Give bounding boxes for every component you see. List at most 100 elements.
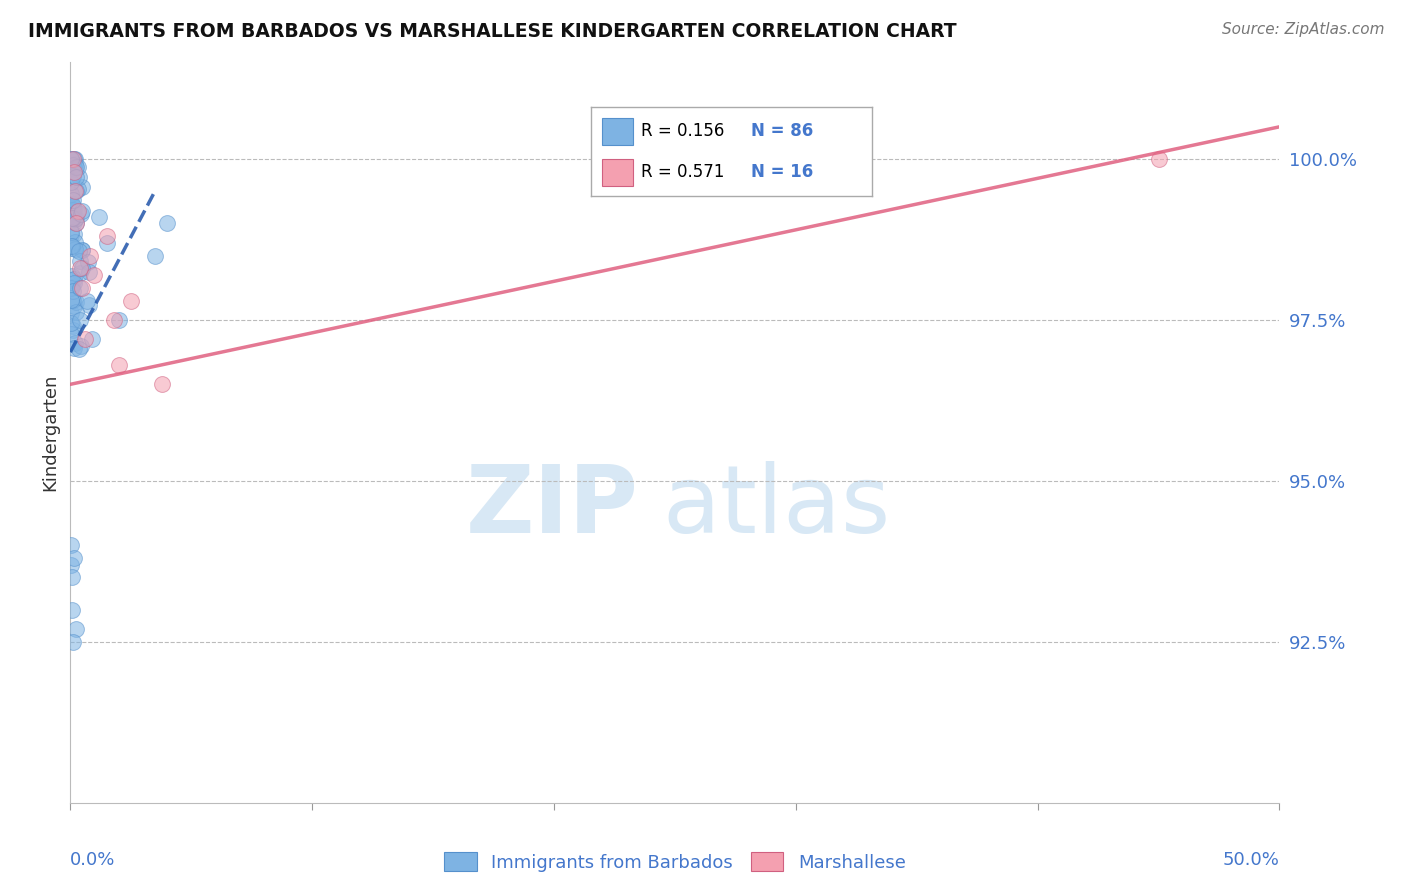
- Point: [63, 336, 86, 351]
- Point: [59, 198, 82, 212]
- Point: [59, 293, 82, 307]
- Point: [96, 229, 118, 244]
- Point: [63, 165, 86, 179]
- Point: [60, 239, 83, 253]
- Point: [65, 294, 87, 309]
- Point: [60, 196, 83, 211]
- Point: [150, 377, 173, 392]
- Point: [65, 622, 87, 636]
- Point: [63, 272, 86, 286]
- Point: [143, 249, 166, 263]
- Point: [62, 341, 84, 355]
- Point: [67, 244, 90, 259]
- Point: [63, 299, 86, 313]
- Point: [60, 269, 83, 284]
- Point: [60, 558, 83, 572]
- Point: [62, 157, 84, 171]
- Point: [62, 323, 84, 337]
- Point: [60, 228, 83, 243]
- Point: [60, 316, 83, 330]
- Text: atlas: atlas: [662, 460, 891, 553]
- Text: Source: ZipAtlas.com: Source: ZipAtlas.com: [1222, 22, 1385, 37]
- Point: [63, 227, 86, 241]
- Point: [62, 293, 84, 307]
- Point: [66, 204, 89, 219]
- Point: [59, 175, 82, 189]
- Point: [63, 152, 86, 166]
- Point: [72, 281, 94, 295]
- Point: [59, 281, 82, 295]
- Point: [89, 210, 111, 224]
- Point: [62, 169, 84, 183]
- Point: [62, 193, 84, 207]
- Point: [67, 160, 90, 174]
- Text: ZIP: ZIP: [465, 460, 638, 553]
- Point: [62, 211, 84, 225]
- Point: [65, 152, 87, 166]
- Point: [72, 243, 94, 257]
- Point: [79, 249, 101, 263]
- Point: [70, 243, 93, 257]
- Point: [59, 538, 82, 552]
- Point: [63, 184, 86, 198]
- Point: [69, 266, 91, 280]
- Point: [156, 216, 179, 230]
- Point: [60, 602, 83, 616]
- Point: [72, 180, 94, 194]
- Bar: [602, 118, 633, 145]
- Point: [63, 551, 86, 566]
- Point: [80, 332, 103, 346]
- Point: [63, 214, 86, 228]
- Point: [65, 216, 87, 230]
- Text: IMMIGRANTS FROM BARBADOS VS MARSHALLESE KINDERGARTEN CORRELATION CHART: IMMIGRANTS FROM BARBADOS VS MARSHALLESE …: [28, 22, 956, 41]
- Point: [62, 152, 84, 166]
- Point: [60, 225, 83, 239]
- Point: [73, 332, 96, 346]
- Point: [62, 199, 84, 213]
- Point: [72, 261, 94, 276]
- Point: [59, 152, 82, 166]
- Point: [60, 570, 83, 584]
- Point: [60, 239, 83, 253]
- Point: [72, 204, 94, 219]
- Point: [65, 305, 87, 319]
- Point: [65, 211, 87, 225]
- Point: [63, 243, 86, 257]
- Point: [107, 313, 129, 327]
- Text: 0.0%: 0.0%: [70, 851, 115, 869]
- Point: [83, 268, 105, 282]
- Point: [62, 635, 84, 649]
- Point: [60, 211, 83, 225]
- Point: [60, 306, 83, 320]
- Text: N = 16: N = 16: [751, 163, 813, 181]
- Point: [69, 281, 91, 295]
- Point: [63, 235, 86, 250]
- Bar: [602, 159, 633, 186]
- Point: [62, 285, 84, 299]
- Text: 50.0%: 50.0%: [1223, 851, 1279, 869]
- Point: [77, 255, 100, 269]
- Point: [65, 216, 87, 230]
- Point: [60, 241, 83, 255]
- Point: [62, 276, 84, 290]
- Point: [66, 182, 89, 196]
- Point: [62, 203, 84, 218]
- Point: [59, 327, 82, 342]
- Text: R = 0.156: R = 0.156: [641, 122, 724, 140]
- Point: [63, 211, 86, 226]
- Y-axis label: Kindergarten: Kindergarten: [41, 374, 59, 491]
- Point: [1147, 152, 1170, 166]
- Point: [65, 162, 87, 177]
- Point: [120, 293, 142, 308]
- Point: [69, 339, 91, 353]
- Point: [66, 203, 89, 218]
- Point: [63, 156, 86, 170]
- Point: [77, 298, 100, 312]
- Point: [65, 169, 87, 184]
- Point: [70, 207, 93, 221]
- Point: [65, 184, 87, 198]
- Point: [67, 343, 90, 357]
- Text: N = 86: N = 86: [751, 122, 813, 140]
- Point: [59, 186, 82, 201]
- Point: [65, 160, 87, 174]
